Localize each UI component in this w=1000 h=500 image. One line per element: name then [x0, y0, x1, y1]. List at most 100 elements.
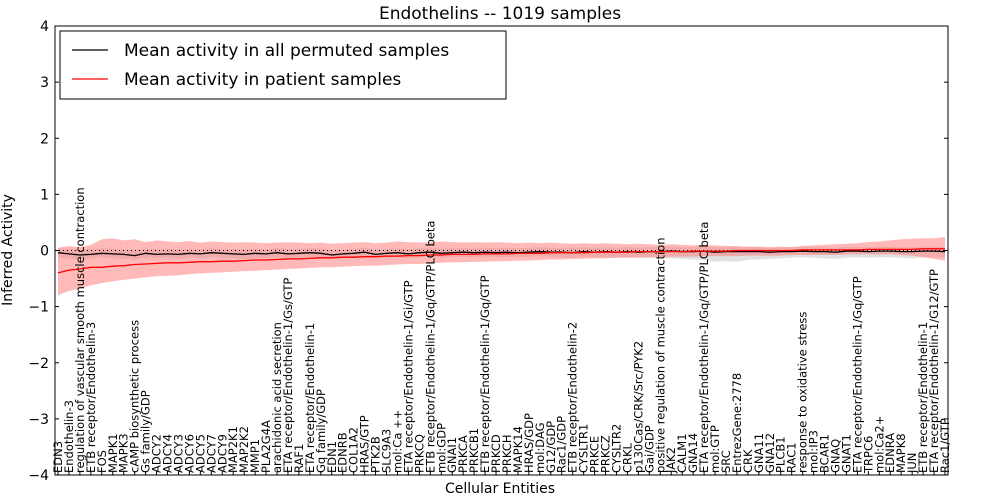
x-tick-label: PLCB1 — [774, 436, 788, 473]
x-tick-label: JUN — [905, 453, 919, 474]
y-tick-label: 2 — [40, 131, 49, 147]
y-tick-label: 3 — [40, 75, 49, 91]
x-tick-label: CYSLTR1 — [577, 424, 591, 473]
x-tick-label: mol:DAG — [533, 422, 547, 473]
x-tick-label: ETA receptor/Endothelin-1/Gq/GTP — [850, 276, 864, 473]
x-tick-label: ADCY3 — [172, 434, 186, 473]
x-tick-label: ADCY7 — [204, 434, 218, 473]
band-patient — [58, 237, 945, 296]
x-tick-label: Endothelin-3 — [62, 400, 76, 473]
x-tick-label: cAMP biosynthetic process — [128, 320, 142, 473]
legend-label-permuted: Mean activity in all permuted samples — [124, 41, 449, 61]
x-tick-label: ETB receptor/Endothelin-1/Gq/GTP — [478, 275, 492, 473]
x-tick-label: RAF1 — [292, 444, 306, 473]
x-tick-label: RAC1 — [785, 442, 799, 473]
x-tick-label: Gq family/GDP — [314, 389, 328, 473]
y-tick-label: −1 — [28, 300, 49, 316]
x-tick-label: MAP2K1 — [226, 426, 240, 473]
x-tick-label: MMP1 — [248, 439, 262, 473]
x-tick-label: ADCY9 — [215, 434, 229, 473]
y-axis: −4 −3 −2 −1 0 1 2 3 4 — [28, 19, 948, 484]
x-tick-label: ADCY5 — [193, 434, 207, 473]
legend: Mean activity in all permuted samples Me… — [59, 30, 507, 100]
x-tick-label: HRAS/GTP — [358, 415, 372, 473]
x-tick-label: HRAS/GDP — [522, 413, 536, 473]
x-tick-label: Gai/GDP — [642, 425, 656, 473]
x-tick-label: GNAT1 — [839, 434, 853, 473]
x-tick-label: CALM1 — [675, 433, 689, 473]
x-tick-label: GNAQ — [829, 439, 843, 473]
x-tick-label: JAK2 — [664, 447, 678, 474]
y-tick-label: 0 — [40, 244, 49, 260]
legend-box — [59, 30, 507, 100]
x-tick-label: ETB receptor/Endothelin-2 — [566, 322, 580, 473]
x-tick-label: mol:GTP — [708, 425, 722, 473]
y-axis-label: Inferred Activity — [0, 194, 16, 306]
x-tick-label: ETB receptor/Endothelin-3 — [84, 322, 98, 473]
x-tick-label: mol:Ca ++ — [391, 410, 405, 473]
x-tick-label: arachidonic acid secretion — [270, 322, 284, 473]
x-tick-label: regulation of vascular smooth muscle con… — [73, 187, 87, 473]
x-tick-label: COL1A2 — [347, 427, 361, 473]
x-tick-label: Rac1/GTP — [938, 418, 952, 473]
x-axis-label: Cellular Entities — [445, 481, 555, 497]
x-tick-label: SLC9A3 — [380, 429, 394, 473]
chart-title: Endothelins -- 1019 samples — [379, 4, 621, 24]
x-tick-label: EntrezGene:2778 — [730, 373, 744, 473]
x-tick-label: TRPC6 — [861, 436, 875, 474]
x-tick-label: CRK — [741, 449, 755, 473]
x-tick-label: FOS — [95, 450, 109, 473]
x-tick-label: PRKCE — [588, 436, 602, 473]
x-tick-label: SRC — [719, 450, 733, 473]
y-tick-label: −2 — [28, 356, 49, 372]
x-tick-label: MAP2K2 — [237, 426, 251, 473]
x-tick-label: ADCY6 — [182, 434, 196, 473]
x-tick-label: PTK2B — [369, 436, 383, 473]
x-tick-label: BCAR1 — [818, 434, 832, 473]
x-tick-label: mol:Ca2+ — [872, 416, 886, 473]
x-tick-label: ETA receptor/Endothelin-1/Gi/GTP — [401, 280, 415, 473]
x-tick-label: EDNRB — [336, 432, 350, 473]
x-tick-label: ETA receptor/Endothelin-1/Gq/GTP/PLC bet… — [697, 222, 711, 473]
x-tick-label: response to oxidative stress — [796, 312, 810, 473]
series-lines — [57, 248, 946, 274]
x-tick-label: MAPK8 — [894, 433, 908, 473]
x-tick-label: ETA receptor/Endothelin-1 — [303, 323, 317, 473]
x-tick-label: ETA receptor/Endothelin-1/Gs/GTP — [281, 278, 295, 473]
x-tick-label: mol:GDP — [434, 423, 448, 473]
series-line-patient — [57, 248, 945, 274]
x-tick-label: PRKCH — [500, 434, 514, 473]
y-tick-label: −3 — [28, 412, 49, 428]
x-tick-label: ETB receptor/Endothelin-1/Gq/GTP/PLC bet… — [423, 221, 437, 473]
x-tick-label: PRKCA — [456, 435, 470, 473]
x-tick-label: MAPK14 — [511, 426, 525, 473]
series-line-permuted — [57, 250, 946, 257]
plot-frame — [54, 25, 949, 476]
x-tick-label: GNAI1 — [445, 437, 459, 473]
x-tick-label: Rac1/GDP — [555, 416, 569, 473]
x-tick-label: MAPK3 — [117, 433, 131, 473]
x-tick-label: p130Cas/CRK/Src/PYK2 — [631, 341, 645, 473]
x-tick-label: GNA14 — [686, 433, 700, 473]
x-tick-label: PRKCB1 — [467, 428, 481, 473]
x-tick-label: EDNRA — [883, 433, 897, 473]
y-tick-label: 4 — [40, 19, 49, 35]
legend-label-patient: Mean activity in patient samples — [124, 70, 401, 90]
x-tick-label: Gs family/GDP — [139, 390, 153, 473]
x-tick-label: ETB receptor/Endothelin-1 — [916, 322, 930, 473]
y-tick-label: 1 — [40, 187, 49, 203]
x-tick-label: mol:IP3 — [807, 430, 821, 473]
x-axis — [57, 471, 946, 475]
x-tick-label: MAPK1 — [106, 433, 120, 473]
x-tick-label: PRKCD — [489, 434, 503, 473]
x-tick-label: ADCY4 — [161, 434, 175, 473]
confidence-bands — [58, 237, 945, 296]
x-tick-label: PRKCZ — [599, 435, 613, 473]
x-tick-label: GNA12 — [763, 433, 777, 473]
y-tick-label: −4 — [28, 468, 49, 484]
x-tick-label: CYSLTR2 — [610, 424, 624, 473]
x-tick-label: PLA2G4A — [259, 420, 273, 473]
x-tick-label: ADCY2 — [150, 434, 164, 473]
